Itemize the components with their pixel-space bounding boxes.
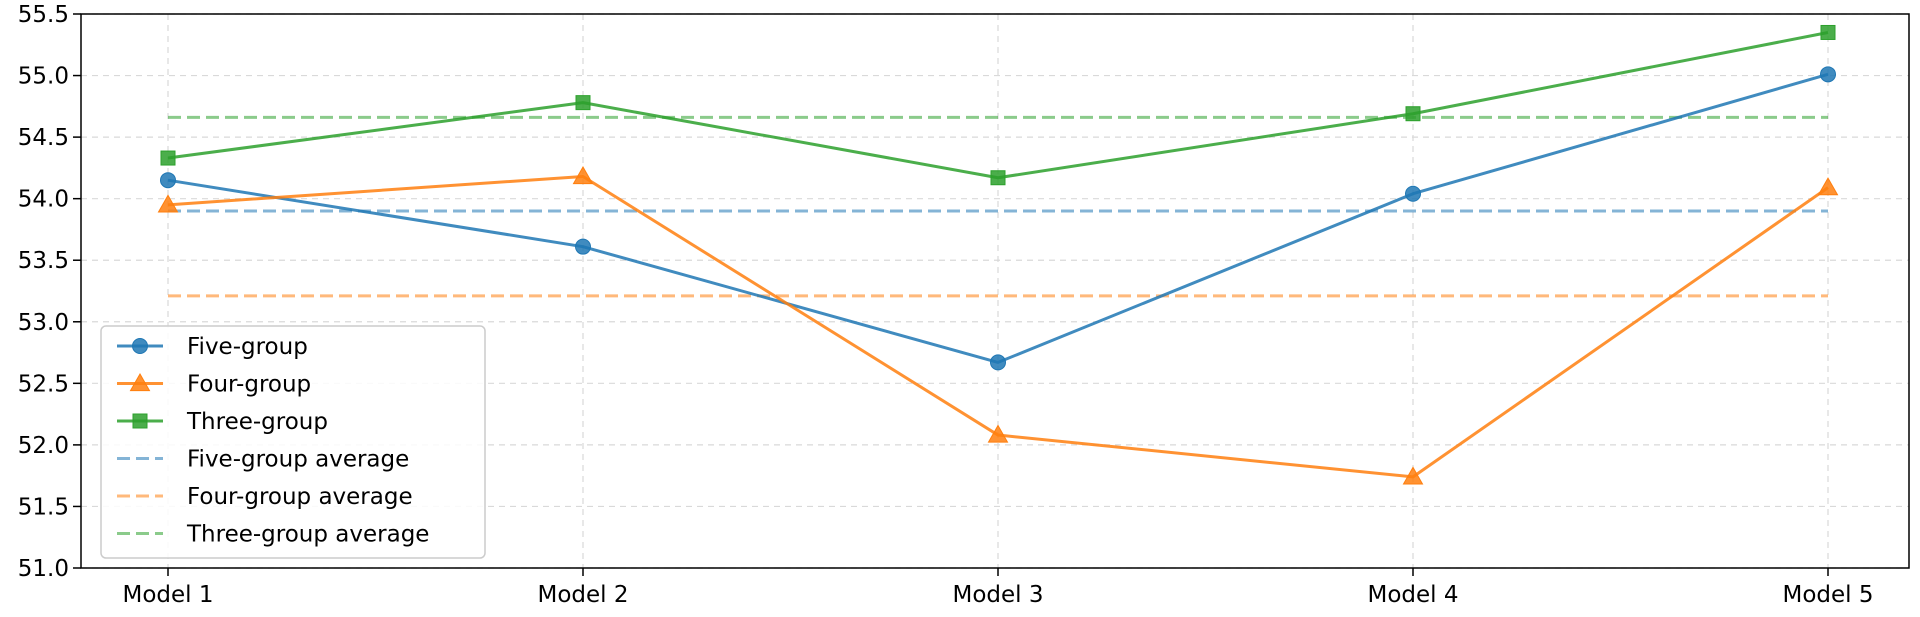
legend-item: Four-group average bbox=[117, 484, 413, 510]
x-tick-label: Model 4 bbox=[1367, 582, 1458, 608]
x-tick-label: Model 2 bbox=[537, 582, 628, 608]
y-tick-label: 51.0 bbox=[18, 556, 69, 582]
x-tick-label: Model 3 bbox=[952, 582, 1043, 608]
plot-frame bbox=[80, 13, 1910, 569]
data-point bbox=[1817, 177, 1839, 196]
data-point bbox=[1402, 466, 1424, 485]
axes-layer: 51.0 51.5 52.0 52.5 53.0 53.5 54.0 54.5 55.0 55.5… bbox=[18, 2, 1910, 608]
series-four-group bbox=[157, 165, 1839, 485]
data-point bbox=[157, 194, 179, 213]
legend-item: Four-group bbox=[117, 372, 311, 398]
legend-item: Three-group bbox=[117, 409, 328, 435]
y-tick-label: 55.5 bbox=[18, 2, 69, 28]
data-point bbox=[575, 238, 591, 255]
data-point bbox=[160, 150, 176, 166]
legend-item: Five-group bbox=[117, 334, 308, 360]
y-tick-label: 53.5 bbox=[18, 248, 69, 274]
series-five-group bbox=[160, 66, 1836, 371]
x-tick-label: Model 1 bbox=[122, 582, 213, 608]
data-point bbox=[1820, 66, 1836, 83]
legend-label: Five-group bbox=[187, 334, 308, 360]
legend-marker bbox=[129, 372, 151, 392]
legend-label: Four-group average bbox=[187, 484, 413, 510]
x-tick-label: Model 5 bbox=[1782, 582, 1873, 608]
data-point bbox=[1405, 185, 1421, 202]
data-point bbox=[990, 354, 1006, 371]
legend-item: Three-group average bbox=[117, 522, 429, 548]
y-tick-label: 55.0 bbox=[18, 64, 69, 90]
legend-marker bbox=[132, 413, 148, 429]
legend-label: Three-group bbox=[186, 409, 328, 435]
y-tick-label: 54.0 bbox=[18, 187, 69, 213]
legend-box bbox=[100, 325, 486, 559]
data-point bbox=[1405, 106, 1421, 122]
data-point bbox=[160, 172, 176, 189]
data-point bbox=[987, 424, 1009, 443]
series-three-group bbox=[160, 24, 1836, 186]
data-point bbox=[1820, 24, 1836, 40]
legend-marker bbox=[132, 338, 148, 354]
y-tick-label: 53.0 bbox=[18, 310, 69, 336]
legend-item: Five-group average bbox=[117, 447, 409, 473]
series-layer bbox=[157, 24, 1839, 485]
legend-label: Four-group bbox=[187, 372, 311, 398]
data-point bbox=[990, 170, 1006, 186]
data-point bbox=[572, 165, 594, 185]
y-tick-label: 54.5 bbox=[18, 125, 69, 151]
legend-label: Three-group average bbox=[186, 522, 429, 548]
y-tick-label: 52.5 bbox=[18, 371, 69, 397]
y-tick-label: 51.5 bbox=[18, 494, 69, 520]
legend: Five-group Four-group Three-group Five-grou… bbox=[100, 325, 486, 559]
y-tick-label: 52.0 bbox=[18, 433, 69, 459]
data-point bbox=[575, 95, 591, 111]
legend-label: Five-group average bbox=[187, 447, 409, 473]
